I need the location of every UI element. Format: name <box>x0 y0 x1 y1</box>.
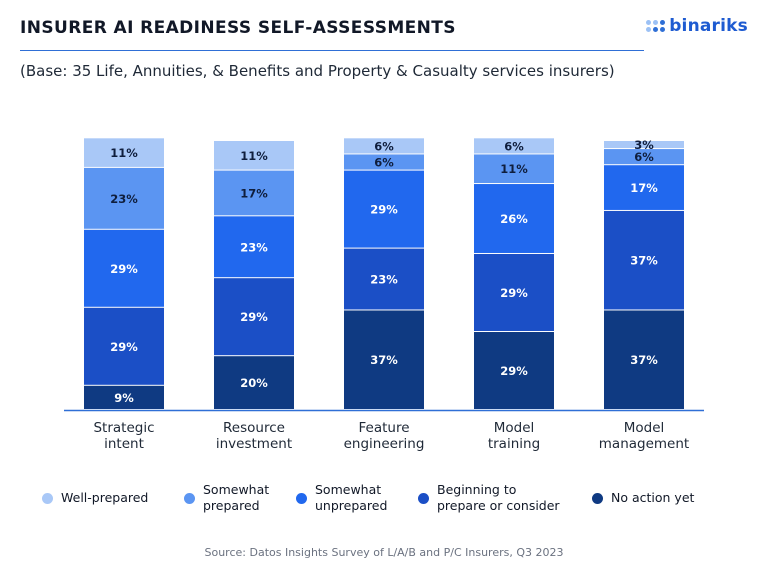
stacked-bar-chart: 9% 29% 29% 23% 11% Strategic intent 20% 29% 23% 17… <box>64 138 704 452</box>
data-label: 11% <box>240 149 268 163</box>
data-label: 6% <box>634 150 654 164</box>
legend-swatch-icon <box>184 492 195 504</box>
legend-item: Somewhat unprepared <box>296 478 387 518</box>
data-label: 29% <box>500 364 528 378</box>
legend-label: No action yet <box>611 490 695 505</box>
data-label: 29% <box>110 340 138 354</box>
bar-segment <box>604 165 684 210</box>
data-label: 6% <box>374 156 394 170</box>
category-label: Model training <box>488 420 540 452</box>
data-label: 3% <box>634 138 654 152</box>
data-label: 11% <box>110 146 138 160</box>
logo-text: binariks <box>669 16 748 36</box>
bar-segment <box>344 154 424 170</box>
data-label: 29% <box>370 203 398 217</box>
legend-swatch-icon <box>592 492 603 504</box>
data-label: 17% <box>630 181 658 195</box>
data-label: 37% <box>630 353 658 367</box>
bar-segment <box>344 248 424 310</box>
data-label: 29% <box>500 286 528 300</box>
legend-item: No action yet <box>592 478 694 518</box>
chart-subtitle: (Base: 35 Life, Annuities, & Benefits an… <box>20 62 615 80</box>
legend-swatch-icon <box>42 492 53 504</box>
logo-mark-icon <box>646 20 666 32</box>
bar-segment <box>214 216 294 278</box>
title-divider <box>20 50 644 51</box>
bar-segment <box>474 138 554 154</box>
data-label: 6% <box>504 139 524 153</box>
bar-segment <box>84 138 164 167</box>
legend-item: Somewhat prepared <box>184 478 269 518</box>
data-label: 37% <box>370 353 398 367</box>
bar-segment <box>344 138 424 154</box>
chart-legend: Well-prepared Somewhat prepared Somewhat u… <box>20 478 748 518</box>
bar-segment <box>344 170 424 248</box>
legend-label: Beginning to prepare or consider <box>437 482 560 513</box>
data-label: 11% <box>500 162 528 176</box>
legend-item: Beginning to prepare or consider <box>418 478 560 518</box>
bar-segment <box>84 307 164 385</box>
data-label: 29% <box>240 310 268 324</box>
bar-segment <box>84 167 164 229</box>
data-label: 23% <box>370 273 398 287</box>
bar-segment <box>474 184 554 253</box>
legend-item: Well-prepared <box>42 478 148 518</box>
data-label: 26% <box>500 212 528 226</box>
legend-swatch-icon <box>296 492 307 504</box>
category-label: Feature engineering <box>344 420 425 452</box>
category-label: Model management <box>599 420 689 452</box>
bar-segment <box>214 278 294 356</box>
bar-segment <box>474 154 554 184</box>
bar-segment <box>604 210 684 310</box>
legend-swatch-icon <box>418 492 429 504</box>
category-label: Strategic intent <box>93 420 154 452</box>
bar-segment <box>604 310 684 409</box>
data-label: 23% <box>240 240 268 254</box>
bar-segment <box>84 229 164 307</box>
legend-label: Well-prepared <box>61 490 149 505</box>
bar-segment <box>214 170 294 216</box>
legend-label: Somewhat unprepared <box>315 482 388 513</box>
data-label: 9% <box>114 391 134 405</box>
legend-label: Somewhat prepared <box>203 482 270 513</box>
bar-segment <box>474 253 554 331</box>
bar-segment <box>604 149 684 165</box>
bar-segment <box>344 310 424 409</box>
data-label: 23% <box>110 192 138 206</box>
data-label: 20% <box>240 376 268 390</box>
bar-segment <box>474 331 554 409</box>
source-note: Source: Datos Insights Survey of L/A/B a… <box>204 546 564 559</box>
data-label: 37% <box>630 254 658 268</box>
brand-logo: binariks <box>646 16 748 36</box>
data-label: 29% <box>110 262 138 276</box>
data-label: 17% <box>240 186 268 200</box>
bar-segment <box>84 385 164 409</box>
bar-segment <box>214 356 294 409</box>
bar-segment <box>604 141 684 149</box>
chart-title: INSURER AI READINESS SELF-ASSESSMENTS <box>20 18 456 38</box>
category-label: Resource investment <box>216 420 292 452</box>
data-label: 6% <box>374 139 394 153</box>
bar-segment <box>214 141 294 170</box>
